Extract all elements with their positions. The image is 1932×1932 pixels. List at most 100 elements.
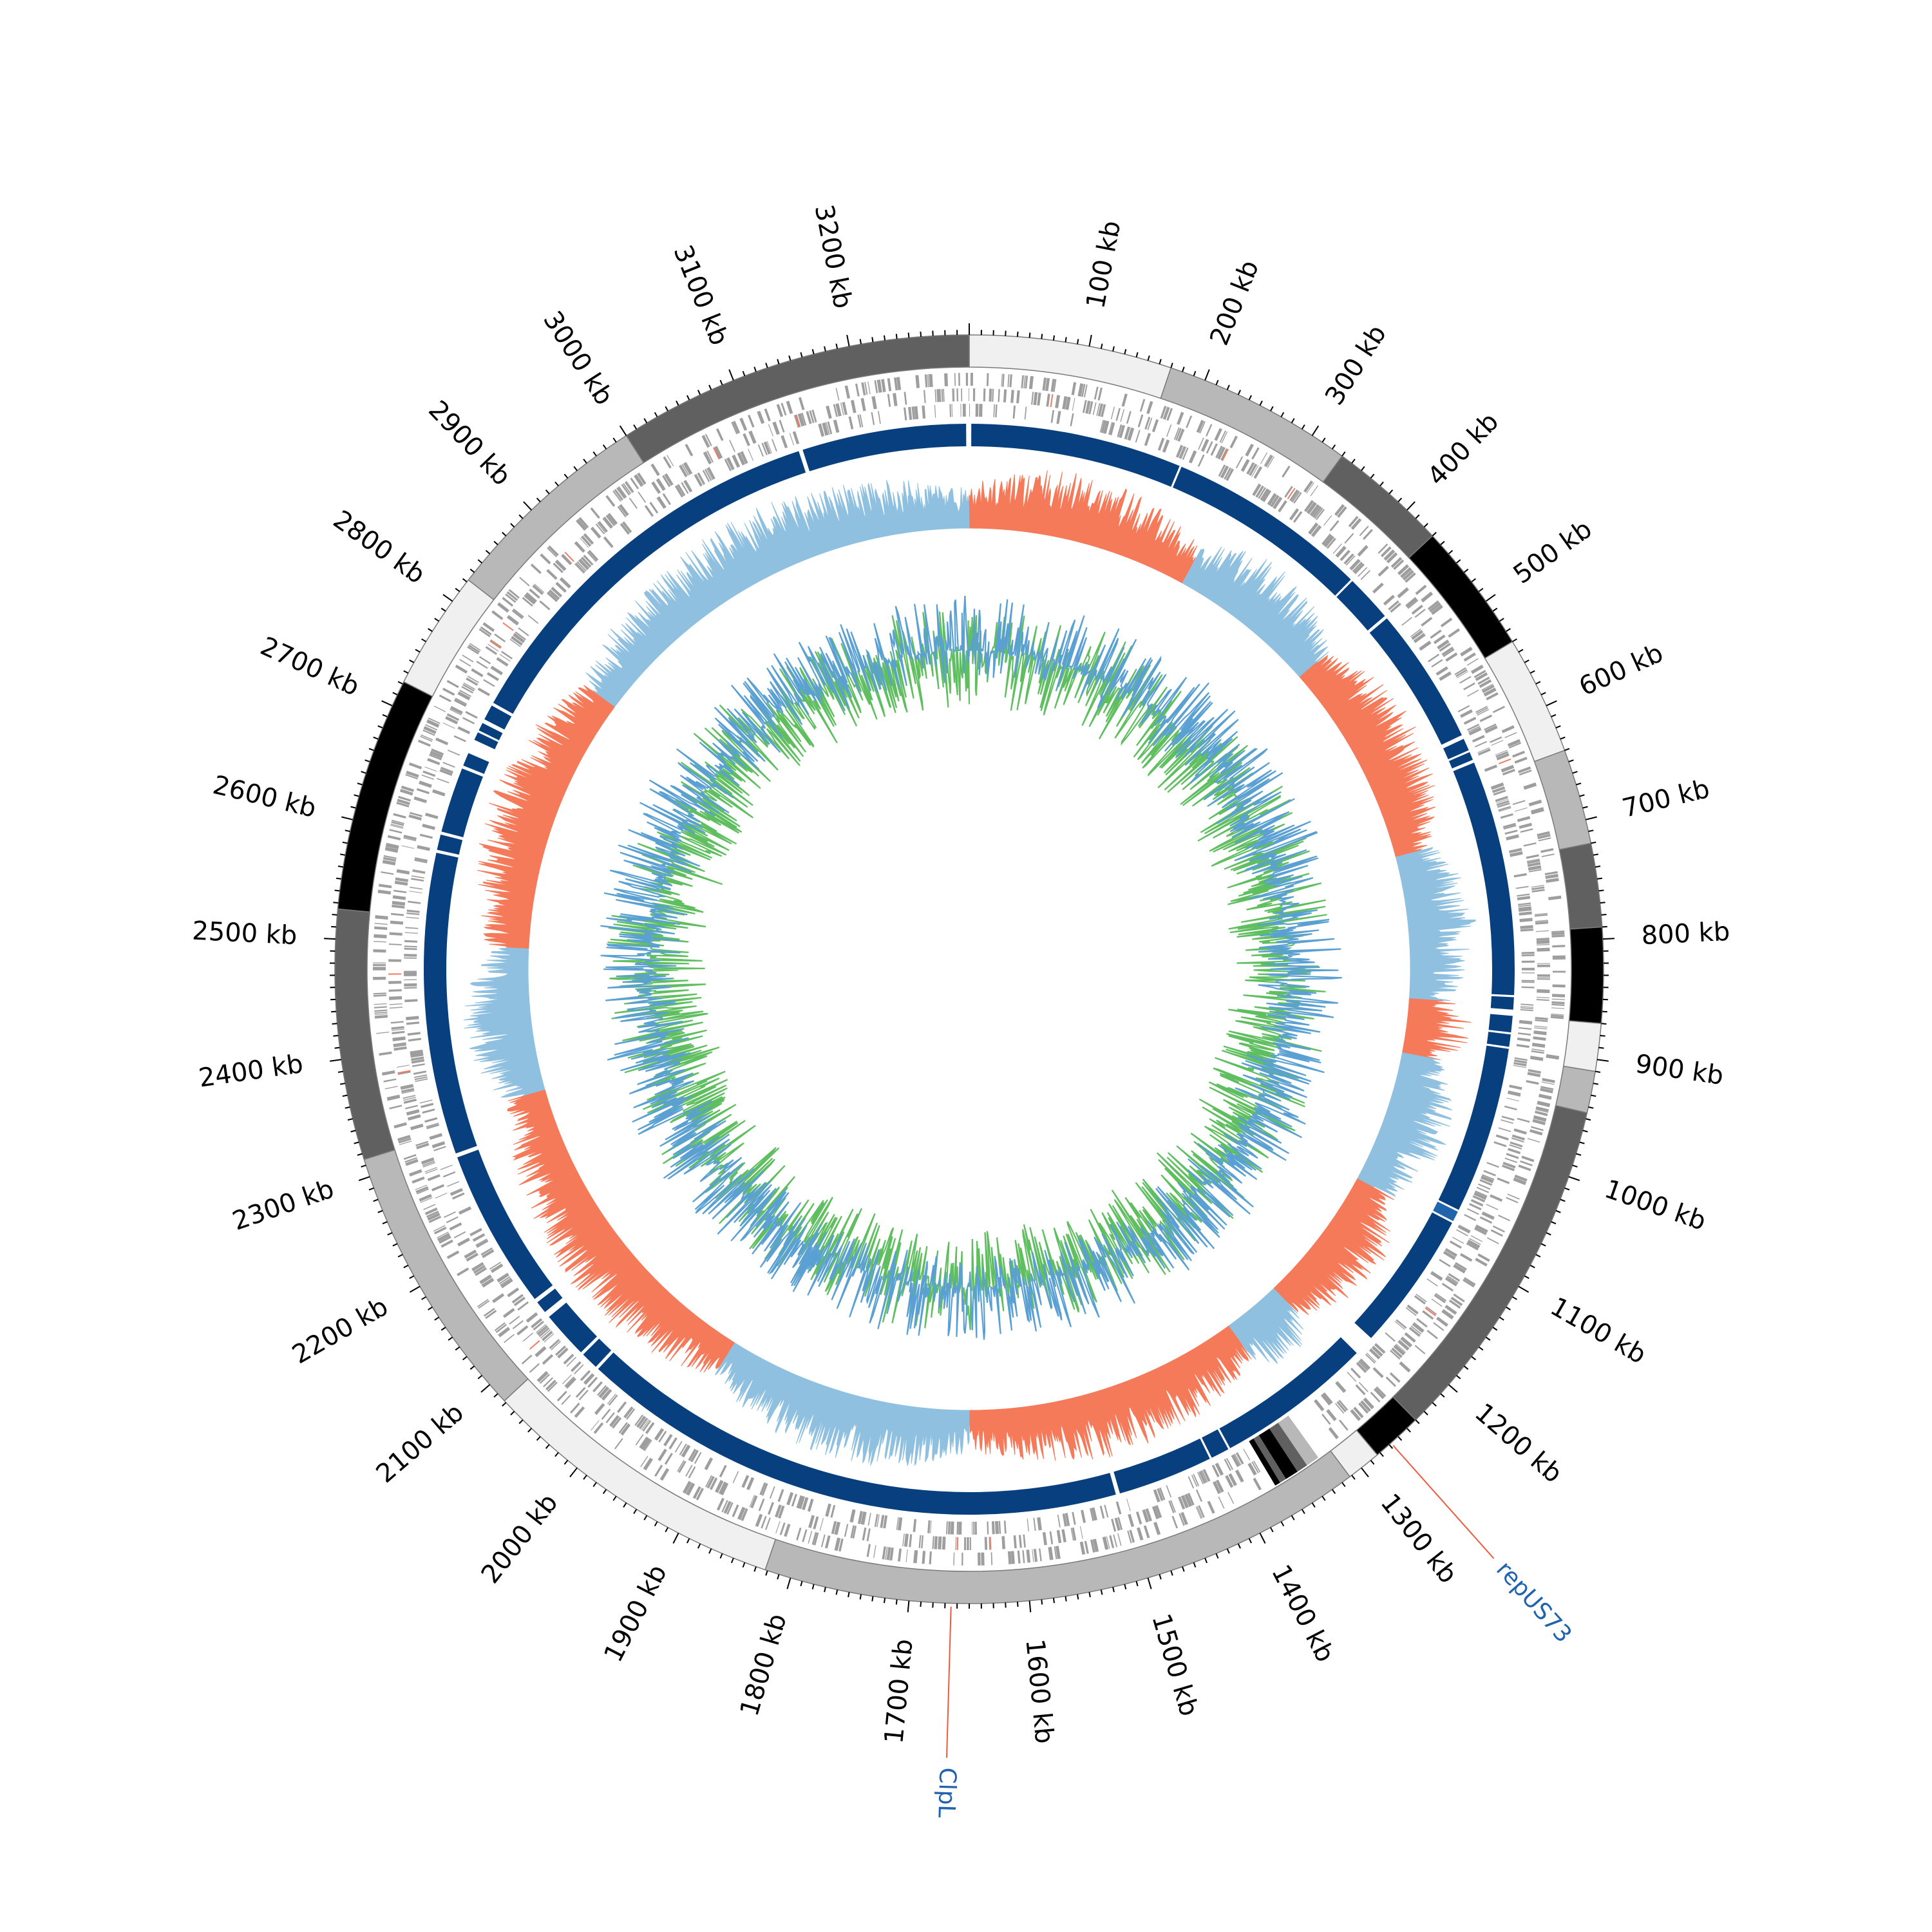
synteny-block	[1369, 618, 1463, 745]
synteny-block	[802, 424, 967, 471]
tick-marks	[324, 323, 1615, 1613]
scale-label: 1900 kb	[598, 1560, 673, 1667]
synteny-block	[484, 705, 512, 730]
synteny-block	[1453, 762, 1515, 996]
synteny-block	[537, 1288, 563, 1312]
scale-ticks	[324, 323, 1615, 1613]
synteny-block	[1336, 581, 1385, 631]
inner-contig-block	[1258, 1428, 1298, 1479]
scale-label: 200 kb	[1204, 256, 1265, 350]
skew-segment	[463, 947, 545, 1098]
scale-label: 1300 kb	[1374, 1488, 1463, 1589]
gene-annotation-label: repUS73	[1491, 1557, 1577, 1648]
coverage-trace-blue	[600, 596, 1342, 1340]
synteny-block	[457, 1150, 553, 1300]
synteny-block	[474, 732, 498, 750]
synteny-block	[424, 853, 477, 1154]
coverage-trace-green	[607, 610, 1327, 1331]
scale-label: 100 kb	[1081, 218, 1126, 311]
scale-label: 300 kb	[1320, 320, 1392, 411]
scale-label: 1000 kb	[1601, 1174, 1710, 1236]
scale-label: 2900 kb	[422, 395, 516, 491]
inner-contig-block	[1253, 1435, 1286, 1483]
contig-segment	[504, 1378, 777, 1571]
skew-segment	[1273, 1178, 1394, 1316]
synteny-block	[1113, 1438, 1210, 1494]
synteny-block	[1202, 1429, 1229, 1458]
scale-label: 2600 kb	[210, 770, 319, 824]
synteny-block	[478, 723, 503, 741]
scale-label: 3200 kb	[809, 202, 858, 311]
annotation-leader-line	[946, 1606, 952, 1758]
synteny-block	[1438, 1045, 1509, 1210]
scale-label: 600 kb	[1575, 638, 1667, 702]
skew-segment	[1182, 546, 1329, 678]
scale-label: 800 kb	[1641, 917, 1731, 951]
skew-segment	[969, 470, 1198, 584]
inner-contig-block	[1278, 1416, 1319, 1466]
scale-label: 3100 kb	[667, 241, 734, 349]
scale-label: 2400 kb	[197, 1049, 305, 1094]
synteny-block	[493, 451, 806, 714]
scale-label: 400 kb	[1422, 407, 1504, 491]
scale-label: 1400 kb	[1265, 1560, 1340, 1667]
synteny-block	[598, 1352, 1116, 1515]
synteny-block	[441, 768, 484, 838]
coverage-ring	[600, 596, 1342, 1340]
contig-segment	[402, 579, 495, 697]
synteny-highlight	[1433, 1202, 1458, 1221]
annotation-leader-line	[1392, 1444, 1495, 1559]
synteny-block	[1488, 1014, 1513, 1033]
contig-segment	[1568, 926, 1604, 1025]
contig-segment	[969, 334, 1172, 399]
scale-label: 2700 kb	[256, 631, 363, 702]
scale-label: 1200 kb	[1469, 1397, 1567, 1489]
gene-features	[372, 373, 1566, 1566]
synteny-block	[463, 753, 489, 774]
synteny-block	[1443, 739, 1469, 759]
synteny-block	[1354, 1212, 1452, 1338]
synteny-block	[1448, 752, 1473, 769]
scale-label: 1700 kb	[879, 1638, 918, 1745]
contig-segment	[1558, 842, 1603, 930]
skew-segment	[969, 1325, 1252, 1461]
synteny-ring	[424, 424, 1515, 1515]
skew-segment	[1227, 1288, 1304, 1364]
contig-segment	[625, 334, 970, 464]
scale-label: 2500 kb	[191, 916, 298, 951]
synteny-block	[1490, 996, 1514, 1010]
synteny-block	[437, 834, 463, 855]
contig-segment	[1562, 1020, 1602, 1072]
contig-segment	[334, 908, 395, 1160]
skew-segment	[714, 1342, 970, 1466]
inner-contig-blocks	[1249, 1416, 1319, 1486]
scale-label: 1100 kb	[1546, 1292, 1651, 1370]
synteny-block	[1219, 1337, 1357, 1448]
inner-contig-block	[1269, 1423, 1307, 1472]
gene-track	[372, 373, 1566, 1566]
skew-segment	[1299, 654, 1436, 858]
synteny-block	[1486, 1032, 1511, 1047]
synteny-block	[549, 1302, 598, 1352]
scale-label: 2100 kb	[371, 1397, 469, 1489]
contig-ring	[334, 334, 1604, 1604]
skew-ring	[463, 470, 1476, 1466]
skew-segment	[1402, 998, 1472, 1061]
synteny-block	[583, 1338, 612, 1367]
contig-segment	[1484, 641, 1566, 762]
scale-label: 2800 kb	[328, 505, 431, 590]
synteny-block	[971, 424, 1180, 487]
contig-segment	[363, 1149, 529, 1402]
scale-label: 3000 kb	[537, 306, 619, 410]
scale-label: 900 kb	[1633, 1049, 1725, 1091]
contig-segment	[1322, 455, 1434, 559]
skew-segment	[1395, 847, 1476, 1001]
scale-label: 1800 kb	[735, 1611, 793, 1719]
gene-annotation-label: ClpL	[933, 1767, 960, 1818]
scale-label: 2200 kb	[287, 1292, 393, 1370]
skew-segment	[507, 1089, 735, 1373]
scale-label: 700 kb	[1620, 774, 1713, 824]
scale-label: 1600 kb	[1019, 1638, 1059, 1745]
